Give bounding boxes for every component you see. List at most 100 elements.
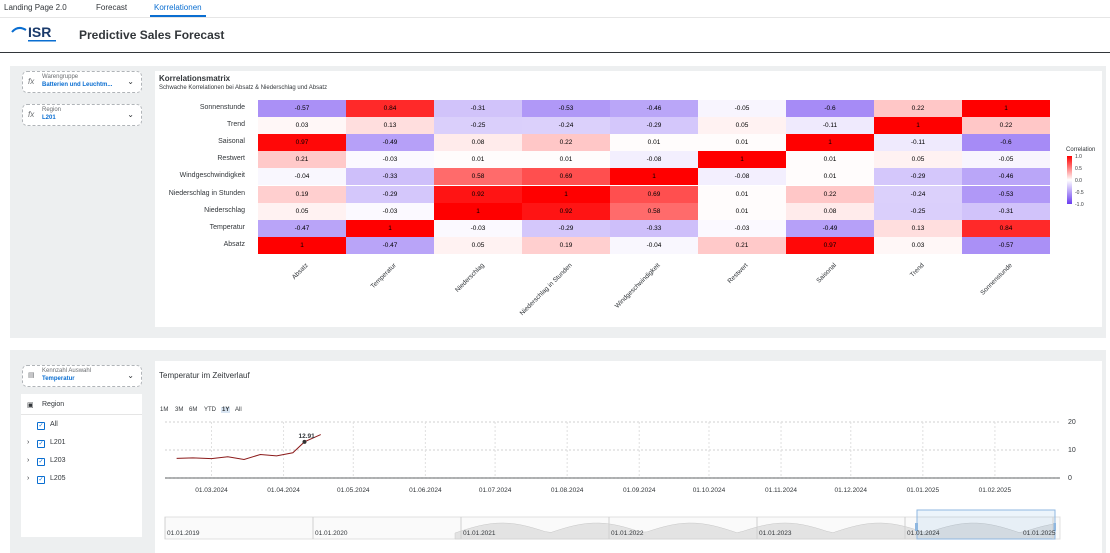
tab-landing-page[interactable]: Landing Page 2.0 — [4, 3, 67, 12]
heatmap-cell[interactable]: -0.05 — [698, 100, 786, 118]
heatmap-cell[interactable]: -0.6 — [786, 100, 874, 118]
heatmap-cell[interactable]: -0.29 — [610, 117, 698, 135]
heatmap-cell[interactable]: 0.69 — [522, 168, 610, 186]
heatmap-cell[interactable]: 0.92 — [434, 185, 522, 203]
checkbox[interactable]: ✓ — [37, 440, 45, 448]
heatmap-cell[interactable]: 0.08 — [786, 202, 874, 220]
heatmap-cell[interactable]: -0.31 — [434, 100, 522, 118]
kennzahl-selector[interactable]: ▤ Kennzahl Auswahl Temperatur ⌄ — [22, 365, 142, 387]
heatmap-cell[interactable]: -0.57 — [962, 236, 1050, 254]
heatmap-cell[interactable]: 1 — [522, 185, 610, 203]
heatmap-cell[interactable]: -0.24 — [874, 185, 962, 203]
heatmap-cell[interactable]: -0.08 — [610, 151, 698, 169]
heatmap-cell[interactable]: 0.05 — [434, 236, 522, 254]
filter-region[interactable]: fx Region L201 ⌄ — [22, 104, 142, 126]
heatmap-cell[interactable]: 0.13 — [346, 117, 434, 135]
heatmap-cell[interactable]: -0.53 — [962, 185, 1050, 203]
range-button-3m[interactable]: 3M — [175, 407, 184, 413]
heatmap-cell[interactable]: 0.01 — [698, 185, 786, 203]
heatmap-cell[interactable]: 0.97 — [258, 134, 346, 152]
heatmap-cell[interactable]: -0.03 — [346, 151, 434, 169]
heatmap-cell[interactable]: 0.69 — [610, 185, 698, 203]
heatmap-cell[interactable]: -0.03 — [346, 202, 434, 220]
heatmap-cell[interactable]: 1 — [874, 117, 962, 135]
heatmap-cell[interactable]: -0.47 — [258, 219, 346, 237]
heatmap-cell[interactable]: 1 — [346, 219, 434, 237]
checkbox[interactable]: ✓ — [37, 476, 45, 484]
heatmap-cell[interactable]: 0.22 — [522, 134, 610, 152]
checkbox[interactable]: ✓ — [37, 458, 45, 466]
heatmap-cell[interactable]: 0.01 — [786, 168, 874, 186]
heatmap-cell[interactable]: -0.03 — [434, 219, 522, 237]
heatmap-cell[interactable]: 0.92 — [522, 202, 610, 220]
heatmap-cell[interactable]: -0.29 — [874, 168, 962, 186]
heatmap-cell[interactable]: 0.13 — [874, 219, 962, 237]
heatmap-cell[interactable]: -0.04 — [258, 168, 346, 186]
expand-chevron-icon[interactable]: › — [27, 457, 30, 464]
heatmap-cell[interactable]: 0.58 — [434, 168, 522, 186]
heatmap-cell[interactable]: -0.31 — [962, 202, 1050, 220]
heatmap-cell[interactable]: -0.6 — [962, 134, 1050, 152]
heatmap-cell[interactable]: -0.25 — [434, 117, 522, 135]
heatmap-cell[interactable]: 0.19 — [258, 185, 346, 203]
heatmap-cell[interactable]: -0.47 — [346, 236, 434, 254]
range-button-all[interactable]: All — [235, 407, 242, 413]
heatmap-cell[interactable]: 0.84 — [962, 219, 1050, 237]
heatmap-cell[interactable]: -0.46 — [610, 100, 698, 118]
expand-chevron-icon[interactable]: › — [27, 475, 30, 482]
heatmap-cell[interactable]: 0.01 — [786, 151, 874, 169]
heatmap-cell[interactable]: -0.33 — [346, 168, 434, 186]
heatmap-cell[interactable]: 1 — [698, 151, 786, 169]
heatmap-cell[interactable]: 0.01 — [698, 134, 786, 152]
heatmap-cell[interactable]: -0.03 — [698, 219, 786, 237]
tab-korrelationen[interactable]: Korrelationen — [154, 3, 202, 12]
heatmap-cell[interactable]: 1 — [962, 100, 1050, 118]
heatmap-cell[interactable]: -0.11 — [874, 134, 962, 152]
heatmap-cell[interactable]: -0.29 — [522, 219, 610, 237]
heatmap-cell[interactable]: -0.33 — [610, 219, 698, 237]
heatmap-cell[interactable]: -0.25 — [874, 202, 962, 220]
heatmap-cell[interactable]: -0.29 — [346, 185, 434, 203]
heatmap-cell[interactable]: 0.03 — [258, 117, 346, 135]
heatmap-cell[interactable]: 0.08 — [434, 134, 522, 152]
heatmap-cell[interactable]: 0.05 — [874, 151, 962, 169]
heatmap-cell[interactable]: 0.05 — [258, 202, 346, 220]
heatmap-cell[interactable]: 0.58 — [610, 202, 698, 220]
heatmap-cell[interactable]: -0.49 — [786, 219, 874, 237]
heatmap-cell[interactable]: 0.01 — [610, 134, 698, 152]
heatmap-cell[interactable]: 0.22 — [962, 117, 1050, 135]
filter-warengruppe[interactable]: fx Warengruppe Batterien und Leuchtm... … — [22, 71, 142, 93]
heatmap-cell[interactable]: 0.21 — [698, 236, 786, 254]
heatmap-cell[interactable]: 0.19 — [522, 236, 610, 254]
heatmap-cell[interactable]: 1 — [434, 202, 522, 220]
heatmap-cell[interactable]: 0.05 — [698, 117, 786, 135]
heatmap-cell[interactable]: -0.11 — [786, 117, 874, 135]
heatmap-cell[interactable]: 1 — [610, 168, 698, 186]
heatmap-cell[interactable]: 0.21 — [258, 151, 346, 169]
heatmap-cell[interactable]: -0.57 — [258, 100, 346, 118]
heatmap-cell[interactable]: -0.04 — [610, 236, 698, 254]
heatmap-cell[interactable]: 0.01 — [698, 202, 786, 220]
heatmap-cell[interactable]: 1 — [786, 134, 874, 152]
heatmap-cell[interactable]: 0.01 — [522, 151, 610, 169]
heatmap-cell[interactable]: 0.22 — [874, 100, 962, 118]
range-button-1y[interactable]: 1Y — [221, 407, 231, 413]
heatmap-cell[interactable]: 0.97 — [786, 236, 874, 254]
heatmap-cell[interactable]: 0.84 — [346, 100, 434, 118]
range-button-6m[interactable]: 6M — [189, 407, 198, 413]
heatmap-cell[interactable]: -0.24 — [522, 117, 610, 135]
heatmap-cell[interactable]: 1 — [258, 236, 346, 254]
tab-forecast[interactable]: Forecast — [96, 3, 128, 12]
heatmap-cell[interactable]: -0.49 — [346, 134, 434, 152]
heatmap-cell[interactable]: -0.08 — [698, 168, 786, 186]
heatmap-cell[interactable]: -0.05 — [962, 151, 1050, 169]
heatmap-cell[interactable]: 0.22 — [786, 185, 874, 203]
heatmap-cell[interactable]: -0.53 — [522, 100, 610, 118]
range-button-ytd[interactable]: YTD — [204, 407, 216, 413]
heatmap-cell[interactable]: 0.03 — [874, 236, 962, 254]
heatmap-cell[interactable]: 0.01 — [434, 151, 522, 169]
range-button-1m[interactable]: 1M — [160, 407, 169, 413]
heatmap-cell[interactable]: -0.46 — [962, 168, 1050, 186]
checkbox[interactable]: ✓ — [37, 422, 45, 430]
expand-chevron-icon[interactable]: › — [27, 439, 30, 446]
